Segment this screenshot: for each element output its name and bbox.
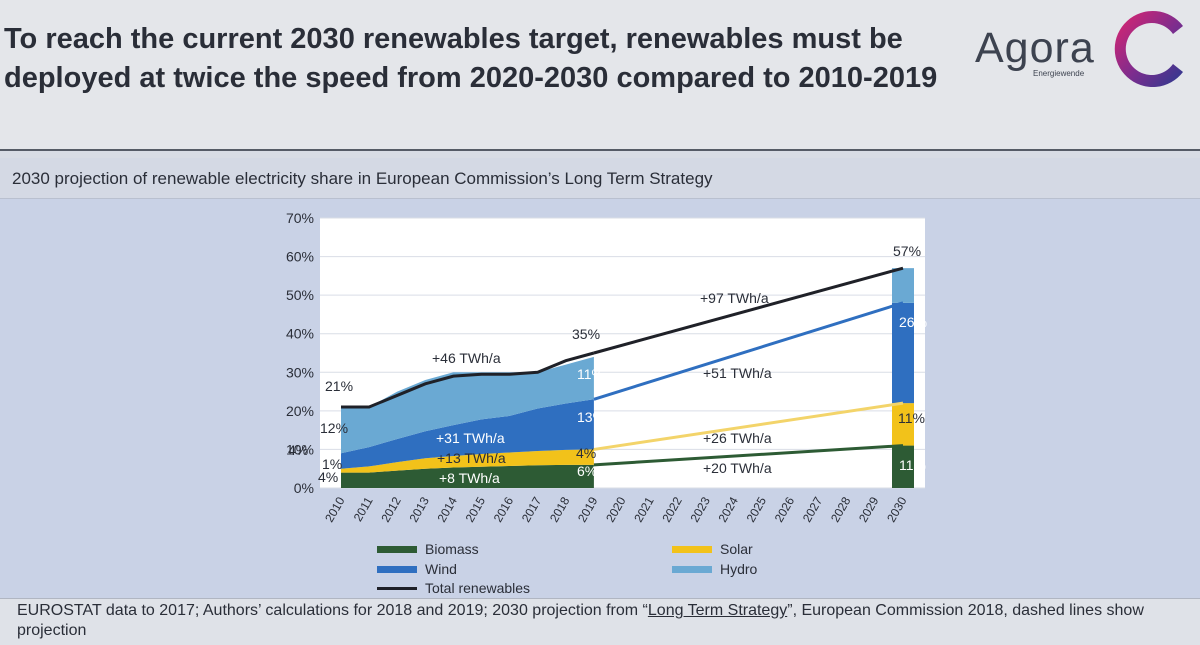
solar-projection-line bbox=[593, 401, 904, 451]
long-term-strategy-link[interactable]: Long Term Strategy bbox=[647, 602, 788, 619]
wind-projection-line bbox=[593, 301, 904, 401]
legend-biomass: Biomass bbox=[377, 541, 479, 557]
x-tick-label: 2026 bbox=[772, 494, 798, 524]
logo-wordmark: Agora bbox=[975, 24, 1095, 72]
y-tick-label: 60% bbox=[286, 249, 314, 265]
legend-total: Total renewables bbox=[377, 580, 530, 596]
x-tick-label: 2014 bbox=[435, 494, 461, 524]
x-tick-label: 2027 bbox=[800, 494, 826, 524]
hist-solar-label: +13 TWh/a bbox=[437, 450, 506, 466]
legend-solar: Solar bbox=[672, 541, 753, 557]
x-tick-label: 2023 bbox=[687, 494, 713, 524]
x-tick-label: 2012 bbox=[378, 494, 404, 524]
biomass-projection-line bbox=[593, 444, 904, 467]
hist-total-label: +46 TWh/a bbox=[432, 350, 501, 366]
x-tick-label: 2019 bbox=[575, 494, 601, 524]
x-tick-label: 2021 bbox=[631, 494, 657, 524]
x-tick-label: 2024 bbox=[716, 494, 742, 524]
legend-swatch bbox=[377, 565, 417, 573]
y-tick-label: 30% bbox=[286, 364, 314, 380]
legend-swatch bbox=[672, 565, 712, 573]
biomass-bar-2030 bbox=[892, 445, 914, 488]
legend-label: Hydro bbox=[720, 561, 758, 577]
hydro-2019-label: 11% bbox=[577, 366, 604, 382]
legend-swatch bbox=[377, 545, 417, 553]
source-text-before: EUROSTAT data to 2017; Authors’ calculat… bbox=[17, 602, 648, 619]
hist-wind-label: +31 TWh/a bbox=[436, 430, 505, 446]
biomass-area bbox=[341, 464, 594, 488]
biomass-2030-label: 11% bbox=[899, 457, 926, 473]
header-divider bbox=[0, 149, 1200, 151]
x-tick-label: 2011 bbox=[351, 494, 376, 524]
source-text-after: ”, European Commission 2018, dashed line… bbox=[17, 602, 1144, 639]
total-renewables-line bbox=[341, 351, 595, 409]
x-tick-label: 2010 bbox=[322, 494, 348, 524]
hydro-bar-2030 bbox=[892, 268, 914, 303]
legend-label: Total renewables bbox=[425, 580, 531, 596]
x-tick-label: 2016 bbox=[491, 494, 517, 524]
agora-logo-icon bbox=[1114, 10, 1183, 87]
wind-bar-2030 bbox=[892, 302, 914, 404]
chart-subtitle: 2030 projection of renewable electricity… bbox=[12, 169, 713, 188]
y-tick-label: 50% bbox=[286, 287, 314, 303]
renewables-chart: 0%10%20%30%40%50%60%70%2010 2011 2012 2013 2… bbox=[286, 210, 927, 525]
logo-subtitle: Energiewende bbox=[1033, 69, 1085, 78]
x-tick-label: 2013 bbox=[406, 494, 432, 524]
wind-2010-label: 4% bbox=[288, 442, 308, 458]
x-tick-label: 2028 bbox=[828, 494, 854, 524]
legend-label: Solar bbox=[720, 541, 753, 557]
y-tick-label: 70% bbox=[286, 210, 314, 226]
total-2030-label: 57% bbox=[893, 243, 921, 259]
proj-total-label: +97 TWh/a bbox=[700, 290, 769, 306]
total-2019-label: 35% bbox=[572, 326, 600, 342]
hydro-area bbox=[341, 356, 594, 454]
x-tick-label: 2020 bbox=[603, 494, 629, 524]
source-bar bbox=[0, 598, 1200, 645]
x-tick-label: 2018 bbox=[547, 494, 573, 524]
solar-2010-label: 1% bbox=[322, 456, 342, 472]
legend-wind: Wind bbox=[377, 561, 457, 577]
legend-swatch bbox=[377, 586, 417, 590]
x-tick-label: 2015 bbox=[463, 494, 489, 524]
page-title: To reach the current 2030 renewables tar… bbox=[4, 23, 938, 94]
header bbox=[0, 0, 1200, 150]
wind-2030-label: 26% bbox=[899, 314, 927, 330]
legend-label: Biomass bbox=[425, 541, 479, 557]
x-tick-label: 2022 bbox=[659, 494, 685, 524]
legend-label: Wind bbox=[425, 561, 457, 577]
total-2010-label: 21% bbox=[325, 378, 353, 394]
proj-biomass-label: +20 TWh/a bbox=[703, 460, 772, 476]
proj-wind-label: +51 TWh/a bbox=[703, 365, 772, 381]
source-note: EUROSTAT data to 2017; Authors’ calculat… bbox=[17, 601, 1197, 641]
hydro-2010-label: 12% bbox=[320, 420, 348, 436]
solar-2019-label: 4% bbox=[576, 445, 596, 461]
x-tick-label: 2025 bbox=[744, 494, 770, 524]
y-tick-label: 40% bbox=[286, 326, 314, 342]
x-tick-label: 2029 bbox=[856, 494, 882, 524]
chart-panel-header bbox=[0, 158, 1200, 199]
y-tick-label: 0% bbox=[294, 480, 314, 496]
solar-bar-2030 bbox=[892, 403, 914, 446]
x-tick-label: 2030 bbox=[884, 494, 910, 524]
biomass-2010-label: 4% bbox=[318, 469, 338, 485]
proj-solar-label: +26 TWh/a bbox=[703, 430, 772, 446]
solar-area bbox=[341, 449, 594, 473]
y-tick-label: 20% bbox=[286, 403, 314, 419]
legend-hydro: Hydro bbox=[672, 561, 757, 577]
legend-swatch bbox=[672, 545, 712, 553]
wind-2019-label: 13% bbox=[577, 409, 605, 425]
wind-area bbox=[341, 399, 594, 469]
y-tick-label: 10% bbox=[286, 441, 314, 457]
total-projection-line bbox=[593, 266, 904, 355]
hist-biomass-label: +8 TWh/a bbox=[439, 470, 500, 486]
solar-2030-label: 11% bbox=[898, 410, 925, 426]
biomass-2019-label: 6% bbox=[577, 463, 597, 479]
x-tick-label: 2017 bbox=[519, 494, 545, 524]
